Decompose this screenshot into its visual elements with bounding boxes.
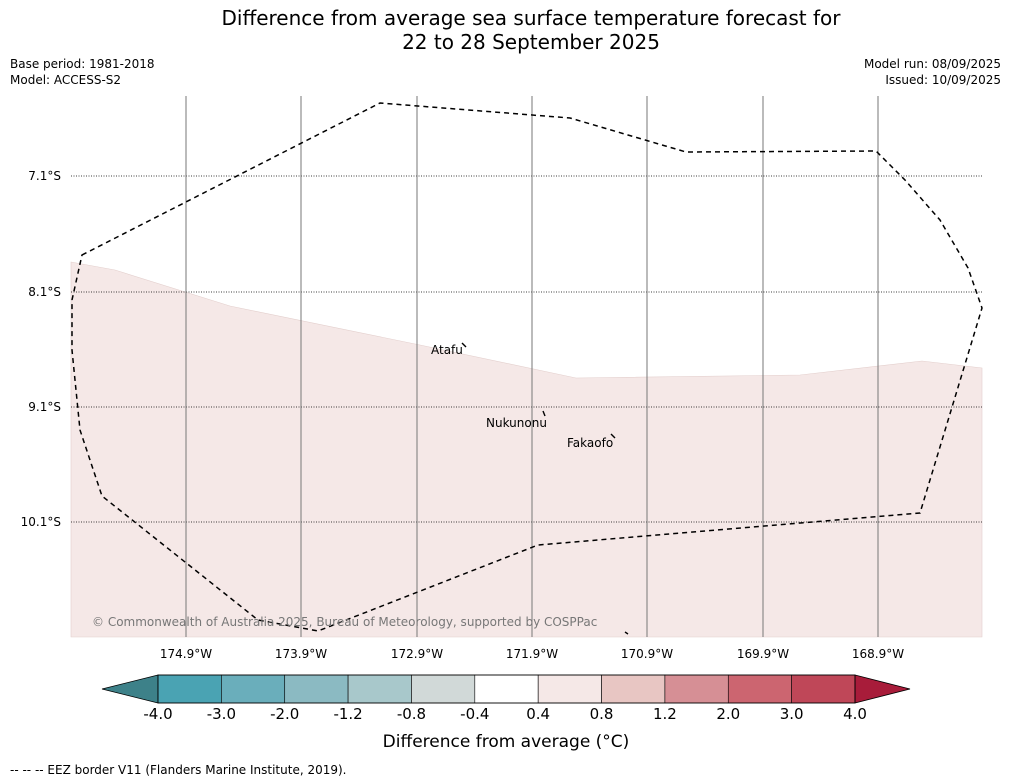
colorbar-cell	[791, 674, 856, 704]
colorbar-cell	[347, 674, 412, 704]
colorbar-tick-label: 2.0	[716, 705, 741, 723]
map-title: Difference from average sea surface temp…	[0, 6, 1011, 54]
colorbar	[101, 674, 911, 704]
colorbar-frame	[157, 674, 856, 704]
lon-label-174-9: 174.9°W	[160, 647, 212, 661]
lat-label-8-1: 8.1°S	[28, 285, 61, 299]
model-name: Model: ACCESS-S2	[10, 73, 122, 87]
longitude-gridlines	[185, 96, 879, 637]
lon-label-172-9: 172.9°W	[391, 647, 443, 661]
meta-left: Base period: 1981-2018 Model: ACCESS-S2	[10, 56, 155, 88]
lon-label-170-9: 170.9°W	[621, 647, 673, 661]
colorbar-low-extend	[101, 674, 159, 704]
title-line-1: Difference from average sea surface temp…	[221, 6, 841, 30]
lat-label-9-1: 9.1°S	[28, 400, 61, 414]
nukunonu-island	[542, 410, 546, 417]
colorbar-ticks: -4.0 -3.0 -2.0 -1.2 -0.8 -0.4 0.4 0.8 1.2 2.0 3.0 4…	[0, 705, 1011, 725]
colorbar-cell	[601, 674, 666, 704]
fakaofo-island	[610, 433, 616, 439]
lon-label-171-9: 171.9°W	[506, 647, 558, 661]
latitude-gridlines	[71, 175, 982, 523]
colorbar-tick-label: -2.0	[270, 705, 300, 723]
base-period: Base period: 1981-2018	[10, 57, 155, 71]
colorbar-tick-label: -4.0	[143, 705, 173, 723]
colorbar-tick-label: -1.2	[333, 705, 363, 723]
colorbar-tick-label: 1.2	[652, 705, 677, 723]
title-line-2: 22 to 28 September 2025	[402, 30, 660, 54]
model-run: Model run: 08/09/2025	[863, 57, 1001, 71]
colorbar-tick-label: -3.0	[206, 705, 236, 723]
lat-label-10-1: 10.1°S	[21, 515, 61, 529]
colorbar-cell	[474, 674, 539, 704]
lat-label-7-1: 7.1°S	[28, 169, 61, 183]
colorbar-tick-label: 4.0	[843, 705, 867, 723]
copyright-text: © Commonwealth of Australia 2025, Bureau…	[92, 615, 597, 629]
lon-label-173-9: 173.9°W	[275, 647, 327, 661]
colorbar-tick-label: 0.4	[526, 705, 551, 723]
colorbar-high-extend	[854, 674, 911, 704]
colorbar-cell	[664, 674, 729, 704]
anomaly-region	[70, 261, 983, 638]
colorbar-cell	[537, 674, 602, 704]
colorbar-tick-label: -0.8	[396, 705, 427, 723]
colorbar-cell	[411, 674, 476, 704]
eez-border	[71, 102, 983, 632]
colorbar-cell	[221, 674, 286, 704]
lon-label-168-9: 168.9°W	[852, 647, 904, 661]
colorbar-tick-label: -0.4	[460, 705, 490, 723]
colorbar-tick-label: 0.8	[589, 705, 614, 723]
issued-date: Issued: 10/09/2025	[885, 73, 1001, 87]
place-label-fakaofo: Fakaofo	[567, 436, 613, 450]
small-island	[624, 631, 629, 635]
meta-right: Model run: 08/09/2025 Issued: 10/09/2025	[864, 56, 1001, 88]
place-label-atafu: Atafu	[431, 343, 463, 357]
colorbar-label: Difference from average (°C)	[382, 732, 630, 752]
colorbar-cell	[727, 674, 792, 704]
place-label-nukunonu: Nukunonu	[486, 416, 547, 430]
eez-note: -- -- -- EEZ border V11 (Flanders Marine…	[10, 763, 347, 777]
lon-label-169-9: 169.9°W	[737, 647, 789, 661]
colorbar-cell	[157, 674, 222, 704]
atafu-island	[461, 342, 467, 348]
colorbar-tick-label: 3.0	[779, 705, 804, 723]
colorbar-cell	[284, 674, 349, 704]
